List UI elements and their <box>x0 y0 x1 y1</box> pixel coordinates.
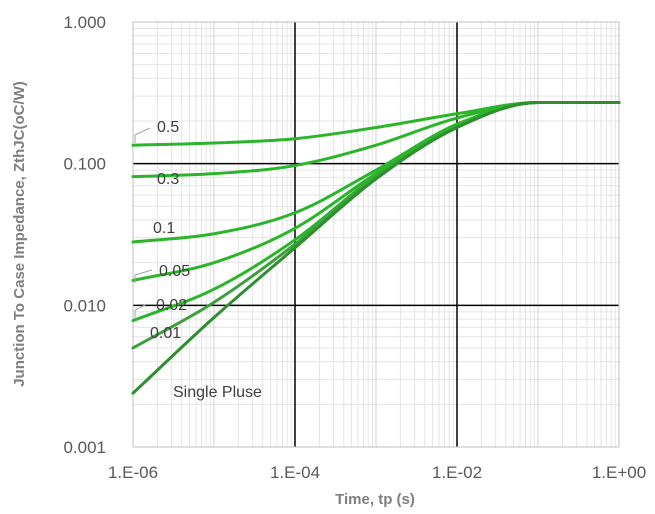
y-tick-label: 0.010 <box>63 296 106 315</box>
x-tick-label: 1.E-02 <box>432 463 482 482</box>
y-tick-label: 0.100 <box>63 155 106 174</box>
series-lines <box>131 101 621 395</box>
series-line <box>131 101 621 395</box>
y-tick-labels: 0.001 0.010 0.100 1.000 <box>63 13 106 457</box>
x-tick-labels: 1.E-06 1.E-04 1.E-02 1.E+00 <box>108 463 646 482</box>
y-tick-label: 0.001 <box>63 438 106 457</box>
plot-frame <box>132 21 620 448</box>
y-tick-label: 1.000 <box>63 13 106 32</box>
x-tick-label: 1.E+00 <box>592 463 646 482</box>
series-label: Single Pluse <box>173 384 262 401</box>
series-label: 0.1 <box>153 220 175 237</box>
label-leader-line <box>134 303 148 318</box>
x-tick-label: 1.E-04 <box>270 463 320 482</box>
label-leader-line <box>134 127 151 143</box>
series-label: 0.02 <box>156 297 187 314</box>
series-label: 0.01 <box>150 325 181 342</box>
label-leader-line <box>134 269 153 283</box>
series-label: 0.3 <box>157 171 179 188</box>
series-label-leaders <box>134 127 153 318</box>
series-labels: 0.5 0.3 0.1 0.05 0.02 0.01 Single Pluse <box>150 119 262 401</box>
y-axis-title: Junction To Case Impedance, ZthJC(oC/W) <box>11 81 28 387</box>
x-axis-title: Time, tp (s) <box>335 491 415 508</box>
x-tick-label: 1.E-06 <box>108 463 158 482</box>
series-label: 0.5 <box>157 119 179 136</box>
series-label: 0.05 <box>159 263 190 280</box>
